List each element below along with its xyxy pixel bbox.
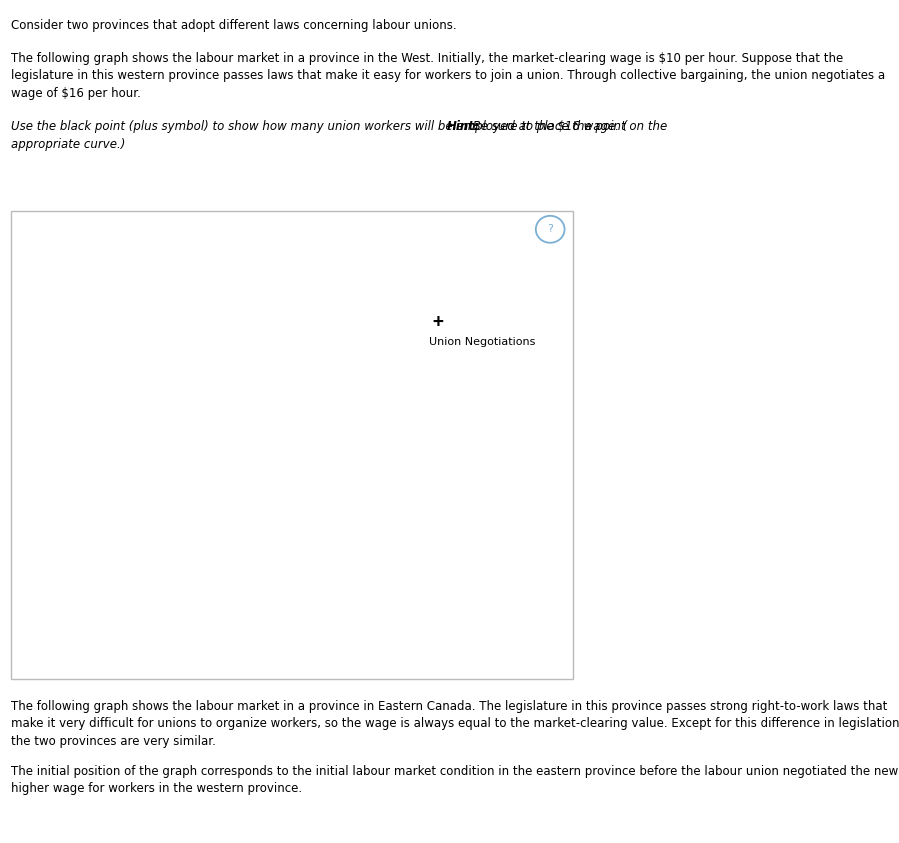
Text: The initial position of the graph corresponds to the initial labour market condi: The initial position of the graph corres… (11, 765, 899, 778)
Text: ?: ? (547, 224, 553, 234)
X-axis label: LABOUR (Millions of workers): LABOUR (Millions of workers) (193, 647, 355, 657)
Text: Demand: Demand (365, 595, 415, 609)
Text: Consider two provinces that adopt different laws concerning labour unions.: Consider two provinces that adopt differ… (11, 19, 457, 31)
Text: The following graph shows the labour market in a province in Eastern Canada. The: The following graph shows the labour mar… (11, 700, 887, 712)
Text: Be sure to place the point on the: Be sure to place the point on the (468, 121, 667, 133)
Text: Supply: Supply (305, 363, 345, 377)
Y-axis label: WAGE (Dollars per hour): WAGE (Dollars per hour) (35, 371, 46, 506)
Text: make it very difficult for unions to organize workers, so the wage is always equ: make it very difficult for unions to org… (11, 717, 899, 730)
Text: Union Negotiations: Union Negotiations (429, 336, 535, 346)
Title: Labour Market in the West: Labour Market in the West (182, 234, 366, 248)
Text: higher wage for workers in the western province.: higher wage for workers in the western p… (11, 782, 302, 796)
Text: Hint:: Hint: (447, 121, 479, 133)
Text: the two provinces are very similar.: the two provinces are very similar. (11, 734, 216, 748)
Text: legislature in this western province passes laws that make it easy for workers t: legislature in this western province pas… (11, 69, 885, 83)
Text: appropriate curve.): appropriate curve.) (11, 137, 125, 151)
Text: Use the black point (plus symbol) to show how many union workers will be employe: Use the black point (plus symbol) to sho… (11, 121, 628, 133)
Text: wage of $16 per hour.: wage of $16 per hour. (11, 87, 140, 99)
Text: The following graph shows the labour market in a province in the West. Initially: The following graph shows the labour mar… (11, 52, 843, 65)
Text: +: + (432, 314, 443, 331)
